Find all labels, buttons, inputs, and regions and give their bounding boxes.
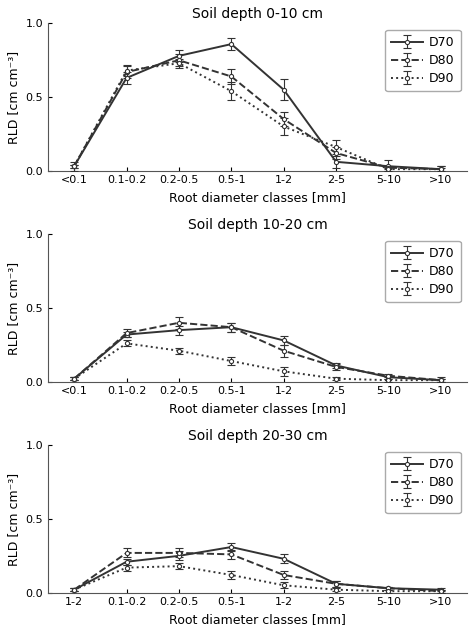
Y-axis label: RLD [cm cm⁻³]: RLD [cm cm⁻³] (7, 51, 20, 144)
X-axis label: Root diameter classes [mm]: Root diameter classes [mm] (169, 613, 346, 626)
Legend: D70, D80, D90: D70, D80, D90 (385, 30, 461, 91)
Title: Soil depth 0-10 cm: Soil depth 0-10 cm (192, 7, 323, 21)
Y-axis label: RLD [cm cm⁻³]: RLD [cm cm⁻³] (7, 261, 20, 354)
Title: Soil depth 10-20 cm: Soil depth 10-20 cm (188, 218, 328, 232)
X-axis label: Root diameter classes [mm]: Root diameter classes [mm] (169, 191, 346, 204)
Title: Soil depth 20-30 cm: Soil depth 20-30 cm (188, 429, 328, 443)
Y-axis label: RLD [cm cm⁻³]: RLD [cm cm⁻³] (7, 472, 20, 566)
Legend: D70, D80, D90: D70, D80, D90 (385, 452, 461, 513)
Legend: D70, D80, D90: D70, D80, D90 (385, 241, 461, 302)
X-axis label: Root diameter classes [mm]: Root diameter classes [mm] (169, 402, 346, 415)
